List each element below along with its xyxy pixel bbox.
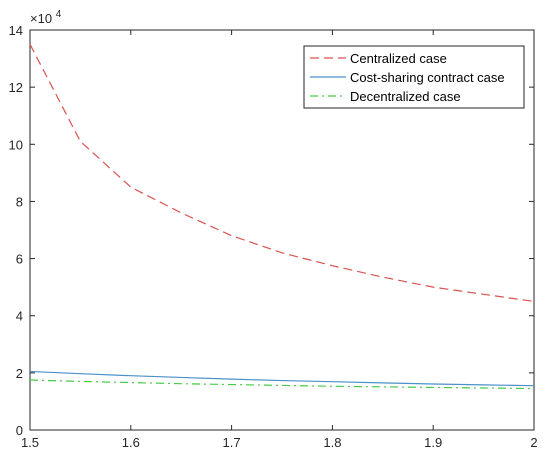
series-line-0 xyxy=(29,44,535,303)
x-tick-label: 1.8 xyxy=(323,435,341,450)
y-tick-label: 2 xyxy=(16,366,23,381)
axis-ticks: 1.5 1.6 1.7 1.8 1.9 2 0 2 4 6 8 10 12 14 xyxy=(9,23,538,450)
y-exponent-power: 4 xyxy=(56,9,62,20)
y-tick-label: 14 xyxy=(9,23,23,38)
series-line-2 xyxy=(29,379,535,390)
series-line-1 xyxy=(29,370,535,387)
legend-label-0: Centralized case xyxy=(350,51,447,66)
y-tick-label: 0 xyxy=(16,423,23,438)
legend-label-1: Cost-sharing contract case xyxy=(350,70,505,85)
legend: Centralized case Cost-sharing contract ca… xyxy=(303,45,525,109)
x-tick-label: 1.7 xyxy=(223,435,241,450)
x-tick-label: 1.5 xyxy=(21,435,39,450)
x-tick-label: 2 xyxy=(530,435,537,450)
y-tick-label: 4 xyxy=(16,309,23,324)
y-tick-label: 10 xyxy=(9,137,23,152)
x-tick-label: 1.6 xyxy=(122,435,140,450)
y-tick-label: 12 xyxy=(9,80,23,95)
y-tick-label: 6 xyxy=(16,252,23,267)
legend-label-2: Decentralized case xyxy=(350,89,461,104)
y-tick-label: 8 xyxy=(16,194,23,209)
y-exponent-base: ×10 xyxy=(30,11,52,26)
x-tick-label: 1.9 xyxy=(424,435,442,450)
y-exponent-label: ×10 4 xyxy=(30,9,62,26)
series-lines xyxy=(29,44,535,390)
